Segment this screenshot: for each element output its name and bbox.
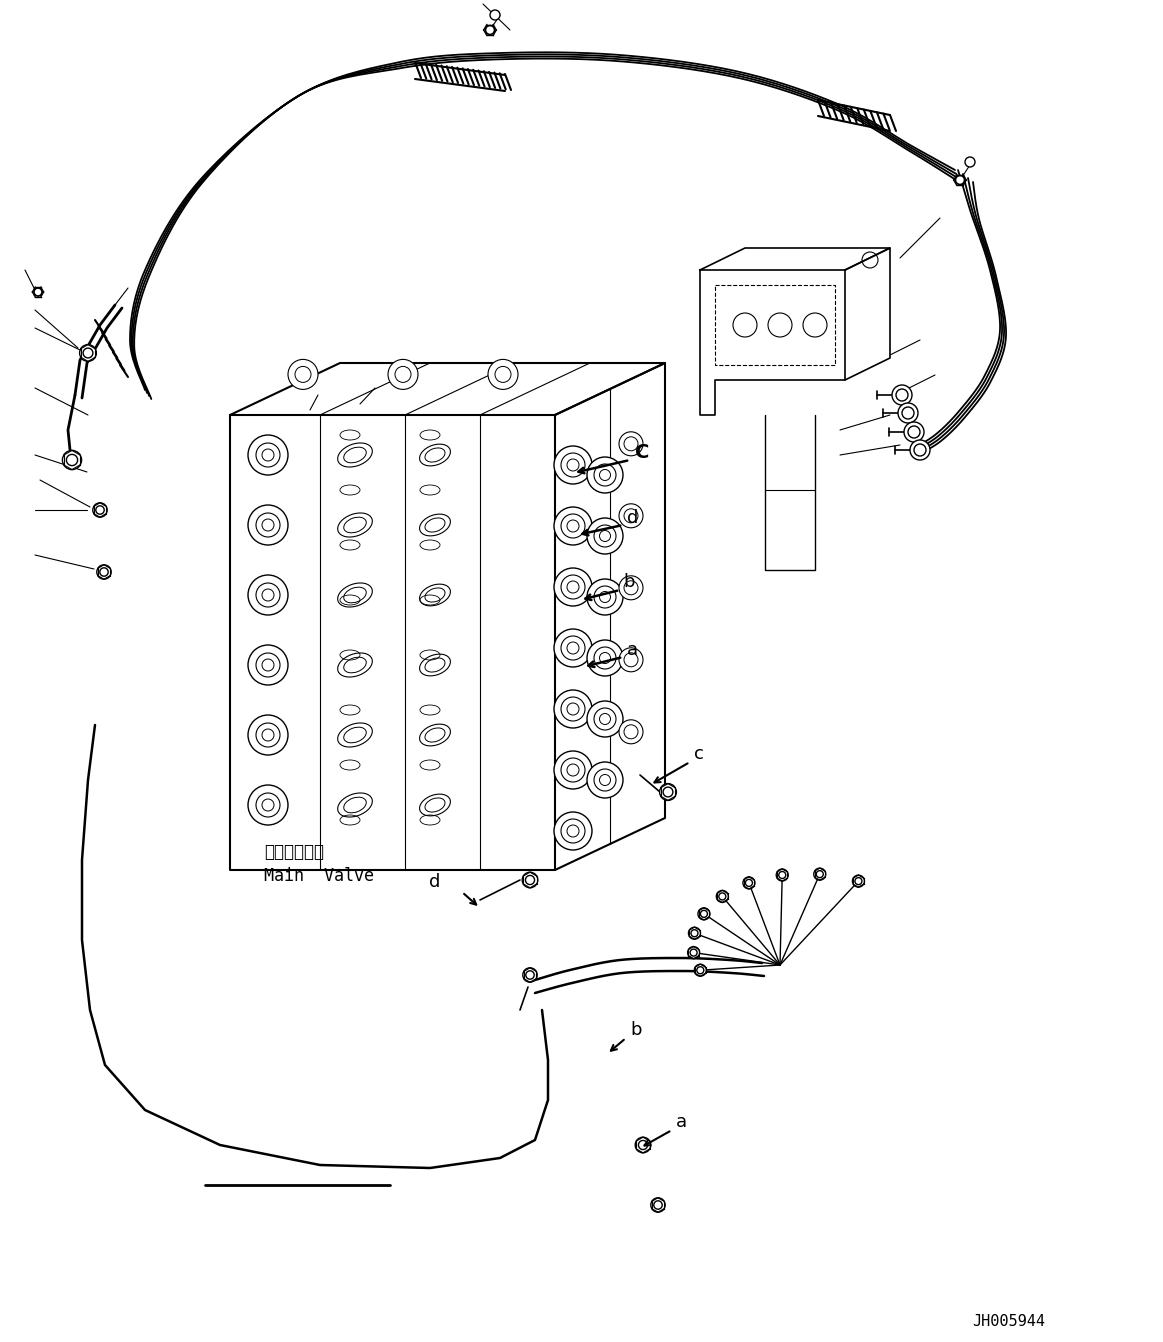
- Circle shape: [619, 719, 643, 743]
- Circle shape: [248, 646, 288, 684]
- Circle shape: [619, 648, 643, 672]
- Circle shape: [716, 891, 728, 902]
- Circle shape: [587, 640, 623, 676]
- Circle shape: [523, 968, 537, 982]
- Circle shape: [909, 440, 930, 460]
- Circle shape: [956, 176, 964, 184]
- Circle shape: [892, 385, 912, 405]
- Text: メインバルブ: メインバルブ: [264, 843, 324, 862]
- Text: a: a: [676, 1113, 687, 1131]
- Text: b: b: [630, 1021, 642, 1039]
- Circle shape: [79, 345, 97, 361]
- Text: d: d: [627, 509, 638, 527]
- Circle shape: [248, 785, 288, 825]
- Circle shape: [687, 946, 700, 958]
- Circle shape: [587, 578, 623, 615]
- Circle shape: [388, 360, 418, 389]
- Circle shape: [97, 565, 112, 580]
- Circle shape: [248, 715, 288, 756]
- Circle shape: [63, 451, 81, 470]
- Circle shape: [651, 1198, 665, 1212]
- Circle shape: [248, 574, 288, 615]
- Circle shape: [587, 701, 623, 737]
- Circle shape: [619, 576, 643, 600]
- Text: d: d: [429, 874, 440, 891]
- Circle shape: [248, 505, 288, 545]
- Text: JH005944: JH005944: [972, 1315, 1046, 1330]
- Circle shape: [554, 568, 592, 607]
- Circle shape: [288, 360, 317, 389]
- Circle shape: [554, 629, 592, 667]
- Text: c: c: [694, 745, 704, 764]
- Circle shape: [554, 690, 592, 727]
- Circle shape: [587, 458, 623, 493]
- Circle shape: [852, 875, 864, 887]
- Circle shape: [965, 157, 975, 166]
- Circle shape: [34, 289, 42, 297]
- Circle shape: [814, 868, 826, 880]
- Circle shape: [554, 752, 592, 789]
- Circle shape: [587, 762, 623, 798]
- Circle shape: [93, 503, 107, 517]
- Circle shape: [485, 25, 494, 35]
- Circle shape: [554, 446, 592, 484]
- Circle shape: [635, 1137, 651, 1153]
- Circle shape: [554, 507, 592, 545]
- Circle shape: [743, 876, 755, 888]
- Circle shape: [488, 360, 518, 389]
- Circle shape: [904, 421, 923, 442]
- Circle shape: [619, 432, 643, 456]
- Circle shape: [554, 812, 592, 849]
- Circle shape: [659, 784, 677, 800]
- Circle shape: [587, 518, 623, 554]
- Circle shape: [698, 907, 709, 919]
- Text: Main  Valve: Main Valve: [264, 867, 374, 884]
- Text: b: b: [623, 573, 635, 590]
- Circle shape: [688, 927, 700, 939]
- Circle shape: [619, 503, 643, 527]
- Circle shape: [694, 965, 706, 976]
- Circle shape: [776, 870, 789, 880]
- Text: a: a: [627, 641, 638, 659]
- Circle shape: [248, 435, 288, 475]
- Circle shape: [898, 403, 918, 423]
- Circle shape: [490, 9, 500, 20]
- Circle shape: [522, 872, 537, 888]
- Text: C: C: [635, 443, 649, 463]
